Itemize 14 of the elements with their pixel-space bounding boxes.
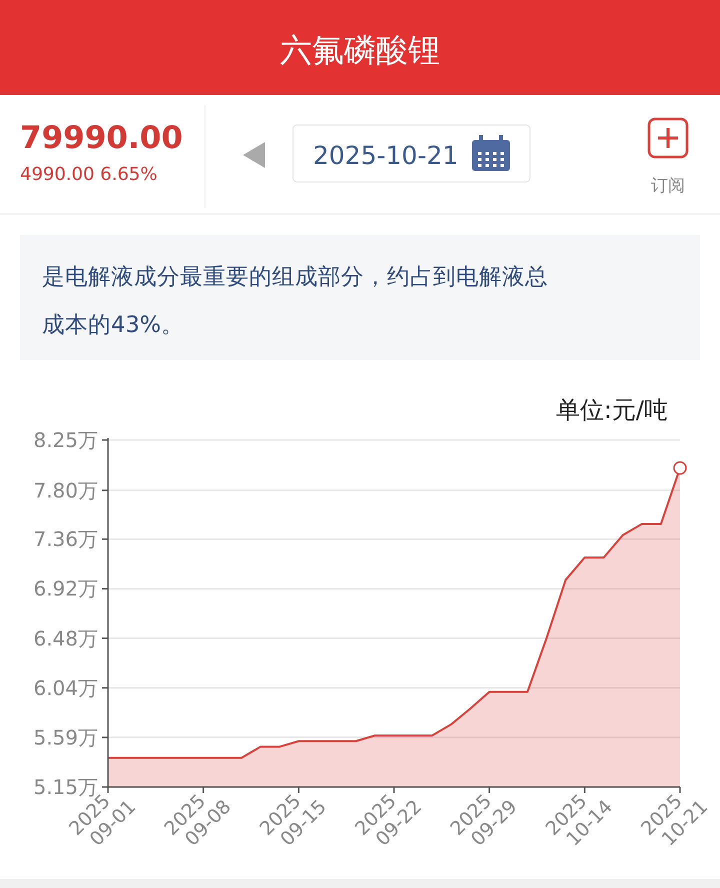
- y-tick-label: 5.59万: [33, 725, 98, 750]
- y-tick-label: 8.25万: [33, 428, 98, 452]
- chart-subtitle: 是电解液成分最重要的组成部分，约占到电解液总成本的43%。: [42, 264, 548, 338]
- text: 2025-10-21: [313, 141, 458, 170]
- y-tick-label: 6.92万: [33, 576, 98, 601]
- text: 79990.00: [20, 120, 183, 156]
- y-tick-label: 6.48万: [33, 626, 98, 650]
- y-tick-label: 7.36万: [33, 527, 98, 552]
- chart-title: 六氟磷酸锂: [280, 31, 440, 69]
- y-tick-label: 6.04万: [33, 676, 98, 700]
- text: 4990.00 6.65%: [20, 164, 158, 185]
- y-axis-title: 单位:元/吨: [556, 396, 668, 424]
- y-tick-label: 7.80万: [33, 478, 98, 502]
- text: 订阅: [651, 176, 685, 196]
